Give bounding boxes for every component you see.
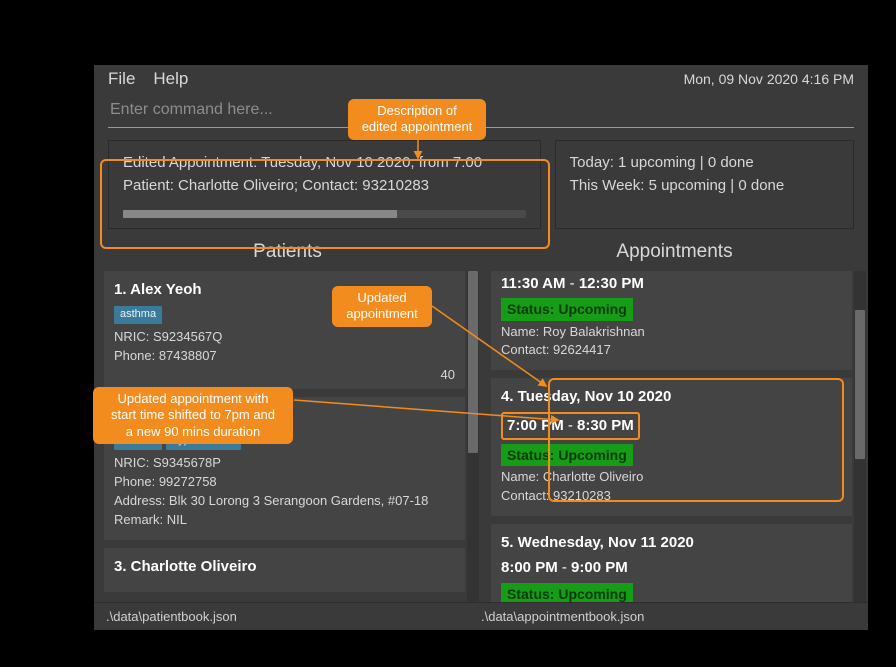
appointment-card[interactable]: 4. Tuesday, Nov 10 2020 7:00 PM - 8:30 PM… <box>491 378 852 515</box>
appointment-time: 7:00 PM - 8:30 PM <box>501 412 842 440</box>
patient-address: Address: Blk 30 Lorong 3 Serangoon Garde… <box>114 492 455 511</box>
appointment-name: Name: Roy Balakrishnan <box>501 323 842 342</box>
result-line: Edited Appointment: Tuesday, Nov 10 2020… <box>123 151 526 174</box>
patient-phone: Phone: 87438807 <box>114 347 455 366</box>
summary-week: This Week: 5 upcoming | 0 done <box>570 174 839 197</box>
appointments-column: Appointments 11:30 AM - 12:30 PM Status: … <box>483 237 866 603</box>
footer-right: .\data\appointmentbook.json <box>481 609 856 624</box>
patient-nric: NRIC: S9234567Q <box>114 328 455 347</box>
patients-scrollbar[interactable] <box>467 271 479 603</box>
result-scrollbar[interactable] <box>123 210 526 218</box>
patient-card[interactable]: 3. Charlotte Oliveiro <box>104 548 465 592</box>
appointments-title: Appointments <box>483 237 866 271</box>
patients-title: Patients <box>96 237 479 271</box>
appointment-card[interactable]: 5. Wednesday, Nov 11 2020 8:00 PM - 9:00 … <box>491 524 852 602</box>
summary-box: Today: 1 upcoming | 0 done This Week: 5 … <box>555 140 854 229</box>
info-row: Edited Appointment: Tuesday, Nov 10 2020… <box>94 128 868 237</box>
appointment-name: Name: Charlotte Oliveiro <box>501 468 842 487</box>
app-window: File Help Mon, 09 Nov 2020 4:16 PM Edite… <box>94 65 868 630</box>
appointment-contact: Contact: 93210283 <box>501 487 842 506</box>
menu-help[interactable]: Help <box>153 69 188 89</box>
appointment-title: 5. Wednesday, Nov 11 2020 <box>501 532 842 554</box>
patient-phone: Phone: 99272758 <box>114 473 455 492</box>
appointments-scrollbar[interactable] <box>854 271 866 603</box>
result-line: Patient: Charlotte Oliveiro; Contact: 93… <box>123 174 526 197</box>
menubar: File Help Mon, 09 Nov 2020 4:16 PM <box>94 65 868 93</box>
patient-address-partial: 40 <box>114 366 455 385</box>
appointment-time: 11:30 AM - 12:30 PM <box>501 273 842 295</box>
callout-shift: Updated appointment withstart time shift… <box>93 387 293 444</box>
result-box: Edited Appointment: Tuesday, Nov 10 2020… <box>108 140 541 229</box>
datetime-label: Mon, 09 Nov 2020 4:16 PM <box>684 71 854 87</box>
patient-remark: Remark: NIL <box>114 511 455 530</box>
appointment-title: 4. Tuesday, Nov 10 2020 <box>501 386 842 408</box>
patient-nric: NRIC: S9345678P <box>114 454 455 473</box>
menu-file[interactable]: File <box>108 69 135 89</box>
callout-description: Description ofedited appointment <box>348 99 486 140</box>
appointment-time: 8:00 PM - 9:00 PM <box>501 557 842 579</box>
callout-updated-appt: Updatedappointment <box>332 286 432 327</box>
appointments-list: 11:30 AM - 12:30 PM Status: Upcoming Name:… <box>483 271 866 603</box>
tag: asthma <box>114 306 162 324</box>
appointment-status: Status: Upcoming <box>501 444 633 466</box>
footer: .\data\patientbook.json .\data\appointme… <box>94 602 868 630</box>
patient-title: 3. Charlotte Oliveiro <box>114 556 455 578</box>
appointment-status: Status: Upcoming <box>501 583 633 602</box>
footer-left: .\data\patientbook.json <box>106 609 481 624</box>
appointment-card[interactable]: 11:30 AM - 12:30 PM Status: Upcoming Name:… <box>491 271 852 371</box>
summary-today: Today: 1 upcoming | 0 done <box>570 151 839 174</box>
appointment-status: Status: Upcoming <box>501 298 633 320</box>
appointment-contact: Contact: 92624417 <box>501 341 842 360</box>
